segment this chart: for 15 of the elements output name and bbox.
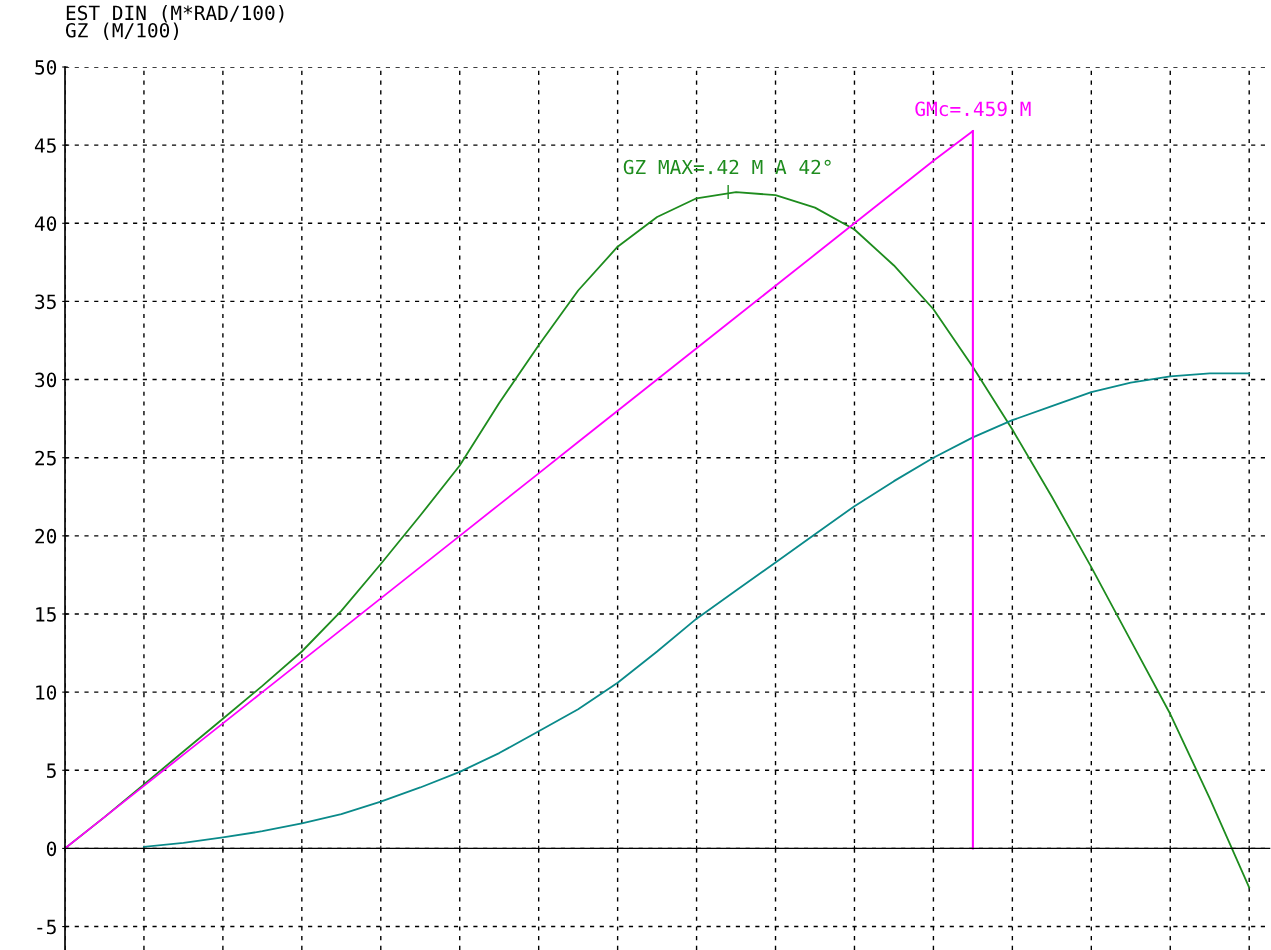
y-tick-label: 25 [35, 450, 56, 466]
annotation: GMc=.459 M [915, 101, 1031, 117]
y-tick-label: 20 [35, 528, 57, 544]
y-tick-label: 35 [35, 294, 56, 310]
y-tick-label: 0 [46, 841, 57, 857]
y-tick-label: 30 [35, 372, 57, 388]
y-tick-label: 5 [47, 763, 56, 778]
y-tick-label: 10 [36, 685, 57, 700]
annotation: GZ MAX=.42 M A 42° [623, 159, 831, 175]
y-tick-label: 50 [35, 60, 57, 75]
y-tick-label: -5 [37, 919, 56, 935]
y-axis-title: EST DIN (M*RAD/100) GZ (M/100) [65, 5, 284, 40]
y-tick-label: 40 [34, 216, 57, 231]
y-tick-label: 15 [36, 607, 56, 622]
y-tick-label: 45 [34, 138, 56, 153]
